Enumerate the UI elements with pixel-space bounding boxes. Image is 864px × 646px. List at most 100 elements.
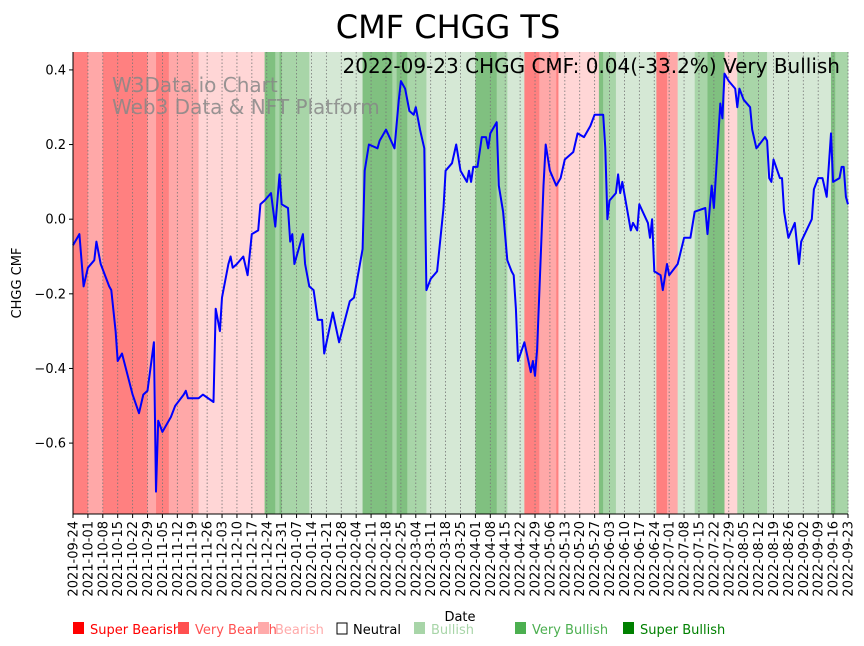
x-tick-label: 2022-06-10 [618, 521, 633, 597]
band-super-bullish [362, 52, 393, 514]
x-tick-label: 2022-09-16 [827, 521, 842, 597]
x-tick-label: 2022-02-11 [365, 521, 380, 597]
band-very-bullish [407, 52, 427, 514]
chart-annotation: 2022-09-23 CHGG CMF: 0.04(-33.2%) Very B… [343, 54, 840, 78]
x-tick-label: 2022-06-03 [603, 521, 618, 597]
band-very-bearish [539, 52, 557, 514]
y-tick-label: 0.2 [45, 138, 66, 153]
x-tick-label: 2022-08-05 [737, 521, 752, 597]
band-very-bullish [392, 52, 397, 514]
x-tick-label: 2022-07-29 [722, 521, 737, 597]
legend-item-bullish: Bullish [414, 622, 474, 638]
x-tick-label: 2022-07-22 [707, 521, 722, 597]
x-tick-label: 2021-12-10 [230, 521, 245, 597]
band-very-bearish [667, 52, 678, 514]
x-tick-label: 2022-08-12 [752, 521, 767, 597]
band-bullish [426, 52, 476, 514]
band-bullish [309, 52, 363, 514]
band-very-bullish [281, 52, 310, 514]
band-very-bullish [496, 52, 508, 514]
band-super-bullish [396, 52, 408, 514]
x-tick-label: 2022-06-17 [633, 521, 648, 597]
chart-title: CMF CHGG TS [336, 8, 561, 46]
x-tick-label: 2022-04-15 [499, 521, 514, 597]
band-super-bearish [556, 52, 559, 514]
y-tick-label: 0.4 [45, 63, 66, 78]
x-tick-label: 2022-01-28 [335, 521, 350, 597]
band-super-bullish [475, 52, 497, 514]
band-super-bearish [102, 52, 148, 514]
x-tick-label: 2022-05-27 [588, 521, 603, 597]
watermark-line-2: Web3 Data & NFT Platform [112, 95, 380, 119]
legend-item-bearish: Bearish [258, 622, 324, 638]
x-tick-label: 2022-09-23 [842, 521, 857, 597]
x-tick-label: 2021-11-26 [201, 521, 216, 597]
x-tick-label: 2021-10-01 [81, 521, 96, 597]
y-tick-label: −0.6 [34, 437, 66, 452]
x-tick-label: 2022-07-15 [692, 521, 707, 597]
band-bearish [558, 52, 600, 514]
band-super-bullish [598, 52, 604, 514]
legend-label: Bullish [431, 623, 474, 638]
x-tick-label: 2021-12-24 [260, 521, 275, 597]
x-tick-label: 2022-05-06 [543, 521, 558, 597]
watermark-line-1: W3Data.io Chart [112, 73, 278, 97]
legend-item-very-bullish: Very Bullish [515, 622, 608, 638]
band-very-bearish [147, 52, 157, 514]
band-very-bearish [168, 52, 199, 514]
x-tick-label: 2022-09-02 [797, 521, 812, 597]
x-tick-label: 2022-03-11 [424, 521, 439, 597]
x-tick-label: 2022-04-29 [529, 521, 544, 597]
x-tick-label: 2021-12-17 [245, 521, 260, 597]
band-very-bullish [275, 52, 280, 514]
band-super-bullish [264, 52, 276, 514]
x-tick-label: 2021-10-15 [111, 521, 126, 597]
x-tick-label: 2022-05-13 [558, 521, 573, 597]
x-tick-label: 2022-05-20 [573, 521, 588, 597]
legend-swatch [258, 622, 269, 634]
y-tick-label: −0.4 [34, 362, 66, 377]
band-bearish [724, 52, 738, 514]
legend-swatch [336, 622, 348, 635]
x-ticks: 2021-09-24 2021-10-01 2021-10-08 2021-10-15… [67, 514, 857, 597]
x-tick-label: 2021-10-22 [126, 521, 141, 597]
watermark: W3Data.io Chart Web3 Data & NFT Platform [112, 73, 380, 119]
band-super-bullish [279, 52, 282, 514]
x-tick-label: 2022-02-25 [394, 521, 409, 597]
cmf-series-line [72, 72, 849, 493]
x-tick-label: 2022-07-01 [663, 521, 678, 597]
x-tick-label: 2022-01-14 [305, 521, 320, 597]
legend-label: Super Bearish [90, 623, 181, 638]
band-super-bullish [707, 52, 725, 514]
sentiment-bands [73, 52, 849, 514]
x-tick-label: 2022-09-09 [812, 521, 827, 597]
x-tick-label: 2022-02-18 [379, 521, 394, 597]
legend-item-neutral: Neutral [336, 622, 401, 638]
legend-label: Very Bearish [195, 623, 277, 638]
x-tick-label: 2022-04-01 [469, 521, 484, 597]
x-tick-label: 2022-03-25 [454, 521, 469, 597]
y-axis-label: CHGG CMF [10, 248, 25, 319]
y-ticks: 0.4 0.2 0.0 −0.2 −0.4 −0.6 [34, 63, 73, 452]
band-super-bearish [524, 52, 540, 514]
x-tick-label: 2021-11-19 [186, 521, 201, 597]
legend-label: Super Bullish [640, 623, 725, 638]
x-tick-label: 2021-11-05 [156, 521, 171, 597]
band-very-bullish [694, 52, 708, 514]
x-tick-label: 2022-01-21 [320, 521, 335, 597]
legend-swatch [623, 622, 634, 634]
legend-swatch [515, 622, 526, 634]
legend-label: Neutral [353, 623, 401, 638]
band-very-bullish [835, 52, 849, 514]
x-tick-label: 2022-02-04 [350, 521, 365, 597]
y-tick-label: −0.2 [34, 287, 66, 302]
band-bullish [767, 52, 832, 514]
band-bullish [507, 52, 525, 514]
band-bearish [198, 52, 265, 514]
x-tick-label: 2022-06-24 [648, 521, 663, 597]
band-very-bearish [87, 52, 104, 514]
x-tick-label: 2022-04-08 [484, 521, 499, 597]
x-tick-label: 2022-07-08 [678, 521, 693, 597]
x-tick-label: 2022-08-26 [782, 521, 797, 597]
